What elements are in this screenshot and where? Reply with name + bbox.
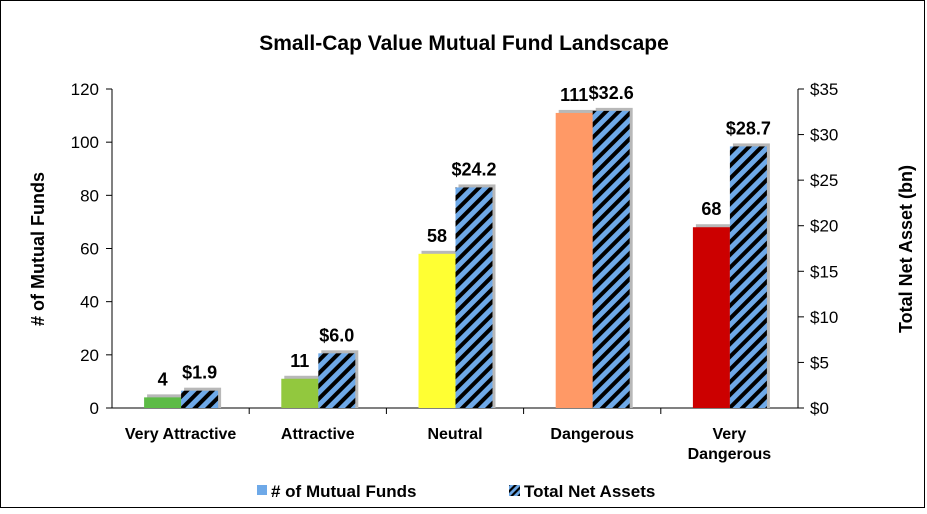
- funds-bar: [418, 253, 456, 408]
- assets-data-label: $32.6: [589, 83, 634, 103]
- assets-data-label: $28.7: [726, 118, 771, 138]
- y-tick-label: 40: [80, 293, 99, 312]
- assets-bar: [729, 146, 767, 409]
- assets-bar: [181, 390, 219, 408]
- funds-data-label: 111: [560, 85, 588, 105]
- funds-data-label: 68: [701, 199, 721, 219]
- assets-bar: [318, 353, 356, 408]
- legend: # of Mutual Funds Total Net Assets: [257, 482, 655, 501]
- y-tick-label: 0: [90, 399, 99, 418]
- legend-assets-swatch: [509, 485, 520, 496]
- assets-data-label: $24.2: [451, 159, 496, 179]
- y2-tick-label: $25: [810, 171, 838, 190]
- assets-data-label: $6.0: [319, 325, 354, 345]
- y2-axis-title: Total Net Asset (bn): [896, 165, 916, 333]
- legend-funds-swatch: [257, 485, 267, 495]
- x-tick-label: Dangerous: [688, 446, 772, 463]
- assets-bar: [592, 110, 630, 409]
- y2-tick-label: $5: [810, 353, 829, 372]
- chart-title: Small-Cap Value Mutual Fund Landscape: [259, 32, 669, 55]
- legend-funds-label: # of Mutual Funds: [271, 482, 416, 501]
- y-tick-label: 80: [80, 186, 99, 205]
- y2-tick-label: $10: [810, 308, 838, 327]
- y-tick-label: 120: [71, 80, 99, 99]
- y2-tick-label: $15: [810, 262, 838, 281]
- y2-tick-label: $30: [810, 126, 838, 145]
- funds-bar: [555, 112, 593, 409]
- y-tick-label: 60: [80, 240, 99, 259]
- x-tick-label: Very Attractive: [125, 426, 237, 443]
- assets-bar: [455, 187, 493, 408]
- legend-assets-label: Total Net Assets: [524, 482, 655, 501]
- y2-tick-label: $35: [810, 80, 838, 99]
- x-tick-label: Neutral: [427, 426, 482, 443]
- y-axis-title: # of Mutual Funds: [28, 172, 48, 326]
- funds-data-label: 11: [290, 351, 309, 371]
- assets-data-label: $1.9: [182, 363, 217, 383]
- y-tick-label: 100: [71, 133, 99, 152]
- funds-data-label: 58: [427, 226, 447, 246]
- y-tick-label: 20: [80, 346, 99, 365]
- x-tick-label: Very: [712, 426, 746, 443]
- bars-group: [144, 107, 770, 409]
- axes-group: 0 20 40 60 80 100 120 $0 $5 $10 $15 $20 $25 $30 $35: [71, 80, 839, 418]
- labels-group: 4 $1.9 Very Attractive 11 $6.0 Attractive 58 $2…: [125, 83, 771, 463]
- y2-tick-label: $20: [810, 217, 838, 236]
- y2-tick-label: $0: [810, 399, 829, 418]
- funds-bar: [144, 397, 182, 408]
- x-tick-label: Attractive: [281, 426, 355, 443]
- funds-bar: [692, 227, 730, 408]
- x-tick-label: Dangerous: [550, 426, 634, 443]
- funds-bar: [281, 378, 319, 408]
- funds-data-label: 4: [158, 369, 168, 389]
